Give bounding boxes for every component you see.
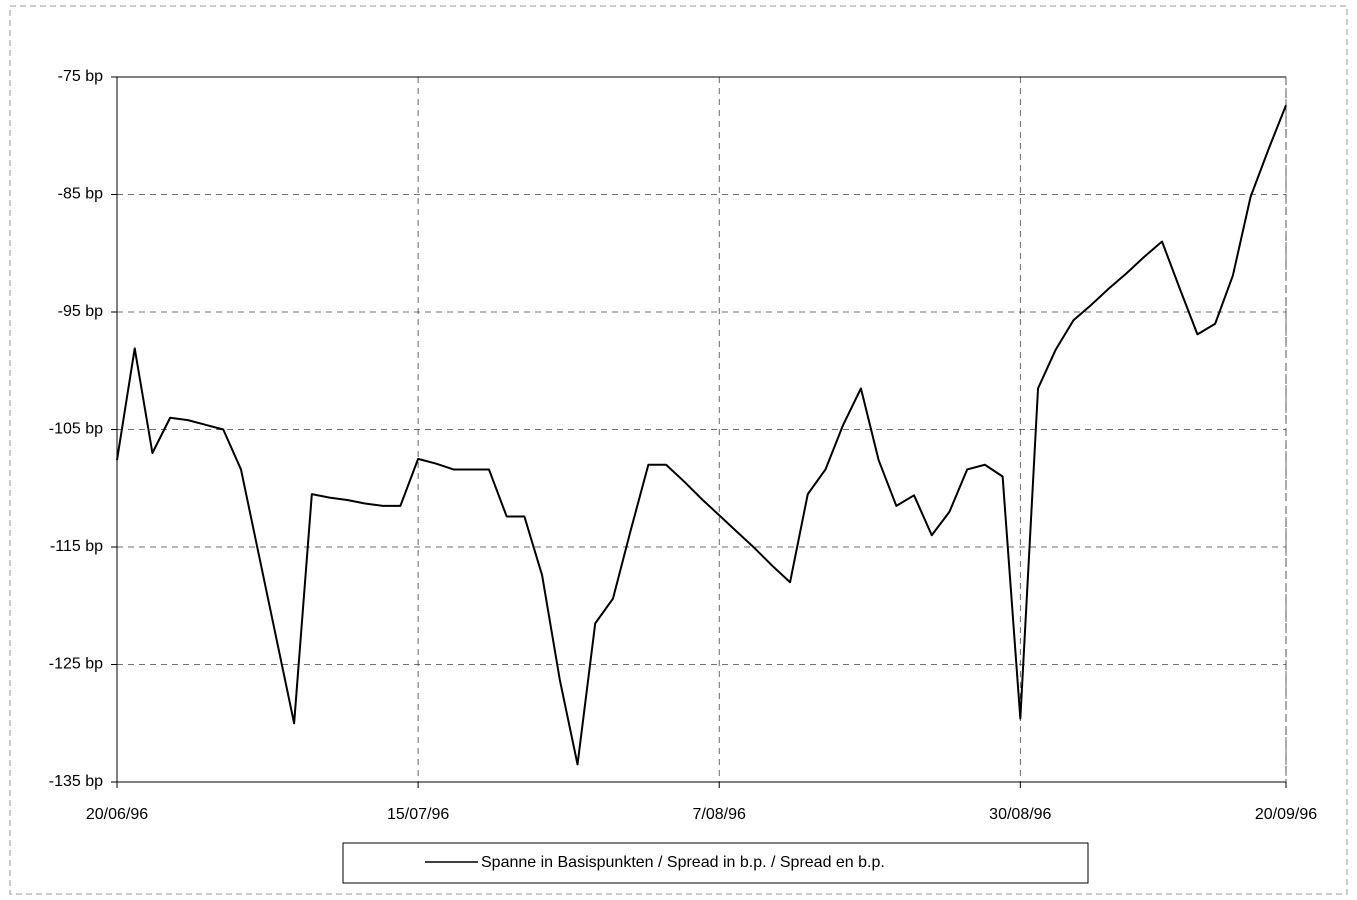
legend-box — [342, 842, 1089, 884]
grid — [116, 76, 1287, 783]
y-tick-label: -85 bp — [58, 186, 103, 203]
plot-frame — [116, 76, 1287, 783]
x-tick-label: 20/06/96 — [86, 806, 148, 823]
legend-label: Spanne in Basispunkten / Spread in b.p. … — [481, 854, 885, 871]
y-tick-label: -115 bp — [50, 538, 103, 555]
x-tick-label: 30/08/96 — [989, 806, 1051, 823]
chart-border — [9, 5, 1348, 895]
y-tick-label: -135 bp — [49, 773, 103, 790]
data-line — [116, 104, 1287, 766]
x-tick-label: 7/08/96 — [693, 806, 746, 823]
y-tick-label: -125 bp — [49, 656, 103, 673]
x-tick-label: 15/07/96 — [387, 806, 449, 823]
y-tick-label: -105 bp — [49, 421, 103, 438]
y-tick-label: -95 bp — [58, 303, 103, 320]
x-tick-label: 20/09/96 — [1255, 806, 1317, 823]
y-tick-label: -75 bp — [58, 68, 103, 85]
